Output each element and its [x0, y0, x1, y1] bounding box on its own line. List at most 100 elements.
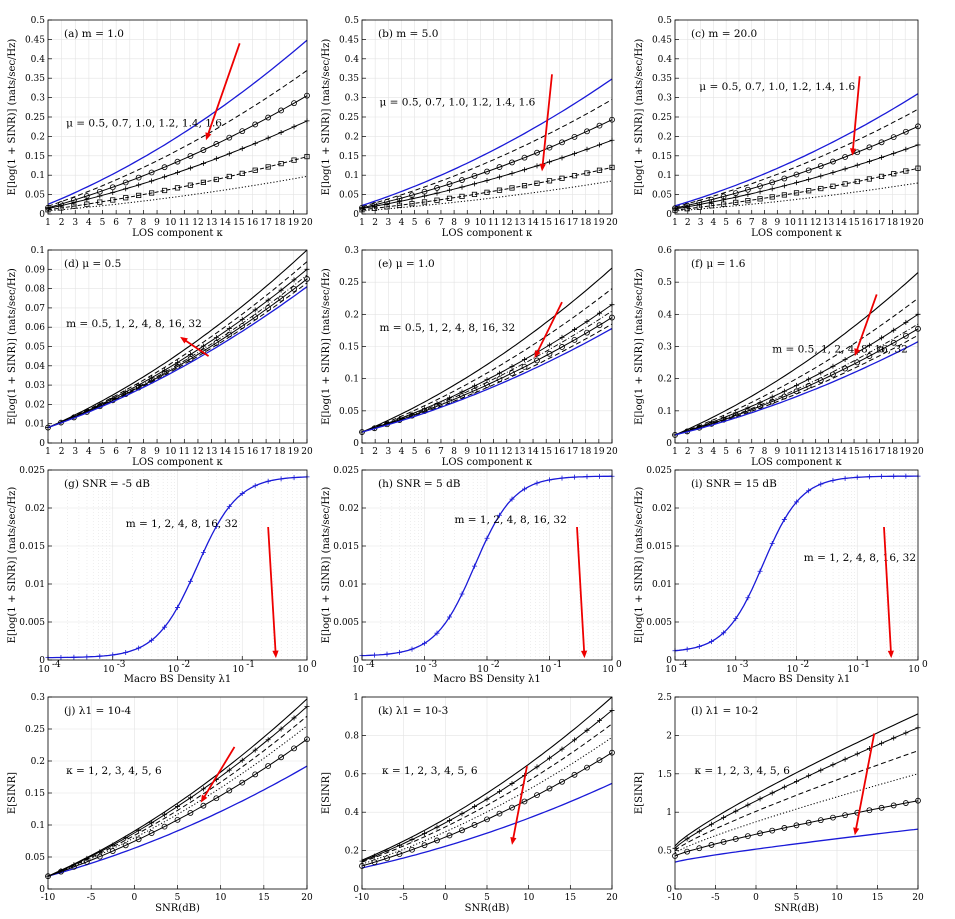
x-tick-label: 17	[567, 447, 579, 457]
series-marker	[110, 197, 116, 203]
x-axis-label: LOS component κ	[132, 457, 223, 468]
series-line-μ=1.4	[47, 69, 308, 207]
x-tick-label: 3	[72, 447, 78, 457]
series-marker	[239, 146, 245, 152]
x-tick-label: 19	[593, 218, 605, 228]
series-marker	[213, 795, 220, 802]
panel-title: (c) m = 20.0	[691, 28, 757, 40]
x-tick-label: 19	[899, 218, 911, 228]
series-marker	[597, 310, 602, 316]
panel-title: (e) μ = 1.0	[378, 258, 435, 270]
y-tick-label: 0.02	[652, 504, 672, 514]
arrow-head	[534, 350, 541, 359]
series-marker	[842, 357, 848, 363]
series-marker	[278, 476, 284, 482]
series-marker	[806, 488, 812, 494]
series-marker	[83, 193, 90, 199]
series-marker	[396, 195, 403, 202]
x-tick-label: 7	[749, 447, 755, 457]
series-marker	[252, 167, 258, 173]
y-tick-label: 0.015	[19, 542, 45, 552]
series-marker	[757, 403, 763, 410]
y-tick-label: 0.15	[25, 789, 45, 799]
x-tick-label: 11	[797, 447, 808, 457]
x-tick-label: 10	[475, 218, 487, 228]
series-marker	[794, 382, 799, 388]
series-marker	[769, 179, 776, 186]
series-marker	[830, 814, 836, 821]
series-marker	[879, 473, 885, 479]
x-tick-label: 6	[113, 447, 119, 457]
series-line-κ=1	[361, 782, 613, 869]
y-tick-label: 0.02	[25, 504, 45, 514]
arrow-head	[180, 336, 188, 344]
y-tick-label: 0	[39, 885, 45, 895]
series-marker	[584, 170, 590, 176]
x-tick-label: 8	[762, 447, 768, 457]
arrow-head	[854, 348, 861, 357]
x-tick-label: 11	[488, 447, 499, 457]
x-tick-label: 10	[831, 893, 843, 903]
x-axis-label: LOS component κ	[132, 228, 223, 239]
x-tick-label: 20	[606, 893, 618, 903]
panel-annotation: m = 1, 2, 4, 8, 16, 32	[455, 514, 567, 526]
series-marker	[484, 816, 490, 823]
x-tick-label: 12	[810, 218, 821, 228]
series-marker	[291, 124, 297, 130]
x-tick-label: 17	[260, 218, 272, 228]
x-tick-label: 1	[45, 447, 51, 457]
series-line-μ=1.6	[47, 39, 308, 205]
y-tick-label: 0.01	[339, 580, 359, 590]
chart-panel-j: -10 -5 0 5 10 15 20 0 0.05 0.1 0.15 0.2 0.25 0.3 SNR(d…	[7, 693, 313, 914]
x-tick-label: 5	[723, 447, 729, 457]
x-tick-label: 2	[59, 447, 65, 457]
series-marker	[484, 377, 490, 383]
y-tick-label: 0.07	[25, 304, 45, 314]
series-marker	[71, 197, 77, 204]
series-marker	[497, 789, 502, 795]
series-marker	[175, 170, 180, 176]
series-marker	[484, 535, 490, 541]
series-line-m=4	[674, 323, 919, 436]
x-tick-label: 8	[141, 447, 147, 457]
x-axis-label: LOS component κ	[751, 457, 842, 468]
series-marker	[278, 107, 285, 114]
series-marker	[291, 100, 297, 107]
y-tick-label: 0.05	[25, 343, 45, 353]
series-marker	[547, 342, 552, 348]
series-marker	[757, 196, 763, 202]
y-tick-label: 0.4	[658, 55, 673, 65]
series-marker	[733, 808, 739, 814]
series-marker	[854, 474, 860, 480]
x-tick-label: 8	[451, 447, 457, 457]
series-line-κ=3	[361, 736, 613, 865]
x-tick-label: 2	[372, 218, 378, 228]
series-line-m=32	[361, 327, 613, 433]
series-marker	[769, 398, 776, 405]
series-marker	[757, 189, 763, 195]
x-tick-label: 10	[165, 447, 177, 457]
series-line-μ=1.6	[361, 78, 613, 207]
series-marker	[226, 787, 233, 794]
series-marker	[384, 651, 390, 657]
y-tick-label: 1	[666, 808, 672, 818]
x-tick-label: 10	[297, 665, 309, 675]
series-marker	[84, 196, 90, 202]
y-tick-label: 0	[353, 210, 359, 220]
y-axis-label: E[SINR]	[634, 772, 645, 814]
x-tick-label: 10	[103, 665, 115, 675]
series-marker	[484, 189, 490, 195]
series-marker	[409, 846, 415, 853]
series-marker	[806, 188, 812, 194]
series-marker	[239, 779, 246, 786]
y-tick-label: 0.5	[31, 16, 46, 26]
series-marker	[200, 160, 206, 166]
series-marker	[903, 319, 909, 325]
arrow-head	[272, 650, 279, 659]
series-marker	[684, 848, 691, 855]
series-marker	[521, 798, 528, 805]
series-marker	[239, 128, 246, 135]
y-tick-label: 0.5	[658, 16, 673, 26]
series-marker	[434, 185, 440, 191]
series-marker	[818, 173, 824, 179]
